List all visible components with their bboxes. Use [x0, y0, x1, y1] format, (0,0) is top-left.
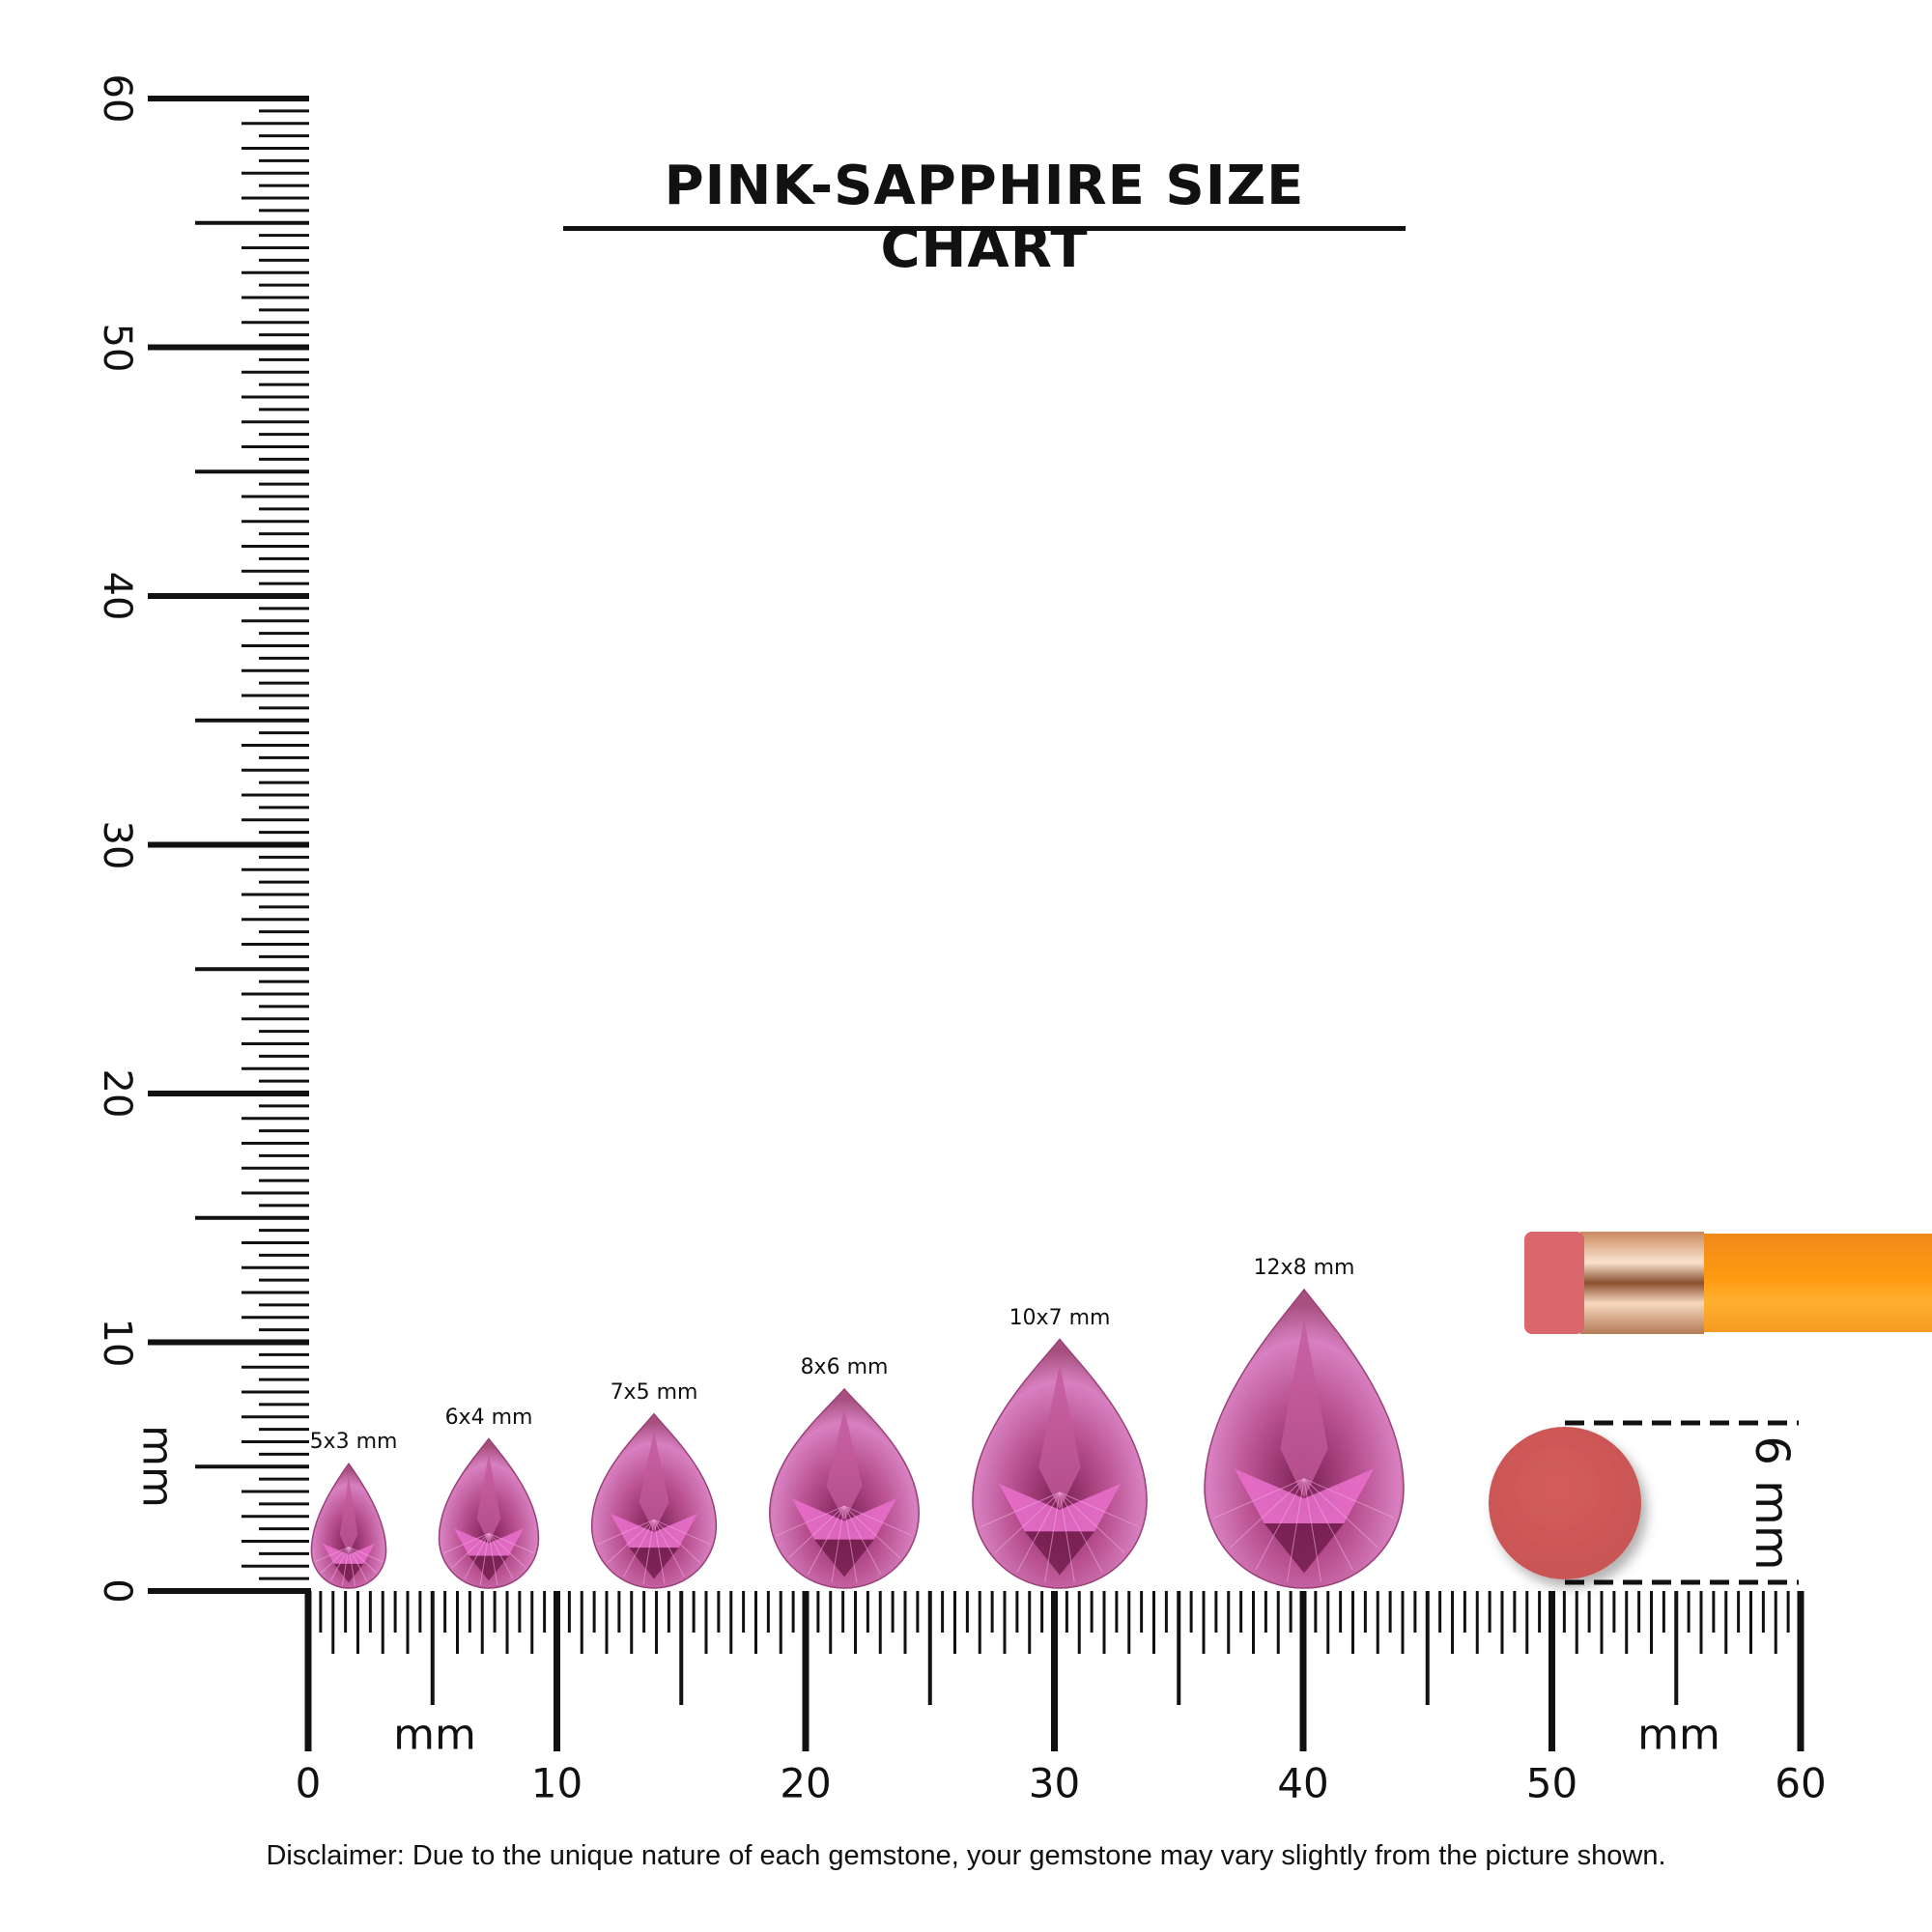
gem-size-label: 12x8 mm	[1253, 1256, 1355, 1280]
gem-size-label: 5x3 mm	[309, 1430, 398, 1455]
gem-group	[310, 1288, 1405, 1589]
horizontal-ruler-label: 40	[1277, 1759, 1329, 1807]
horizontal-ruler-label: 20	[780, 1759, 832, 1807]
gem-size-label: 7x5 mm	[610, 1379, 698, 1405]
gem-size-label: 10x7 mm	[1009, 1305, 1111, 1330]
vertical-ruler-label: 40	[95, 571, 139, 621]
horizontal-unit-label-left: mm	[393, 1710, 476, 1760]
horizontal-ruler-label: 50	[1525, 1759, 1578, 1807]
eraser-size-label: 6 mm	[1745, 1435, 1799, 1571]
gem-pear-12x8mm	[1204, 1288, 1405, 1589]
gem-pear-5x3mm	[310, 1462, 387, 1589]
page-title: PINK-SAPPHIRE SIZE CHART	[664, 155, 1305, 280]
vertical-unit-label: mm	[132, 1425, 183, 1508]
gem-pear-8x6mm	[768, 1387, 921, 1589]
eraser-circle	[1489, 1427, 1641, 1579]
gem-size-label: 8x6 mm	[800, 1355, 889, 1379]
vertical-ruler-label: 20	[95, 1068, 139, 1119]
vertical-ruler-label: 10	[95, 1318, 139, 1367]
vertical-ruler-label: 30	[95, 820, 139, 869]
horizontal-ruler-label: 10	[530, 1759, 583, 1807]
horizontal-ruler-label: 60	[1775, 1759, 1827, 1807]
vertical-ruler-label: 0	[95, 1578, 139, 1604]
pencil	[1524, 1232, 1932, 1334]
gem-pear-7x5mm	[590, 1412, 718, 1589]
vertical-ruler-label: 50	[95, 323, 139, 372]
disclaimer: Disclaimer: Due to the unique nature of …	[266, 1840, 1666, 1871]
horizontal-unit-label-right: mm	[1637, 1710, 1720, 1760]
gem-pear-10x7mm	[972, 1338, 1148, 1589]
vertical-ruler	[148, 96, 309, 1594]
dashed-measure-lines	[1565, 1420, 1799, 1585]
title-underline	[563, 226, 1406, 231]
gem-pear-6x4mm	[438, 1437, 540, 1589]
vertical-ruler-label: 60	[95, 73, 139, 124]
gem-size-label: 6x4 mm	[444, 1405, 533, 1430]
horizontal-ruler	[148, 1588, 1804, 1751]
horizontal-ruler-label: 0	[295, 1759, 322, 1807]
horizontal-ruler-label: 30	[1028, 1759, 1081, 1807]
